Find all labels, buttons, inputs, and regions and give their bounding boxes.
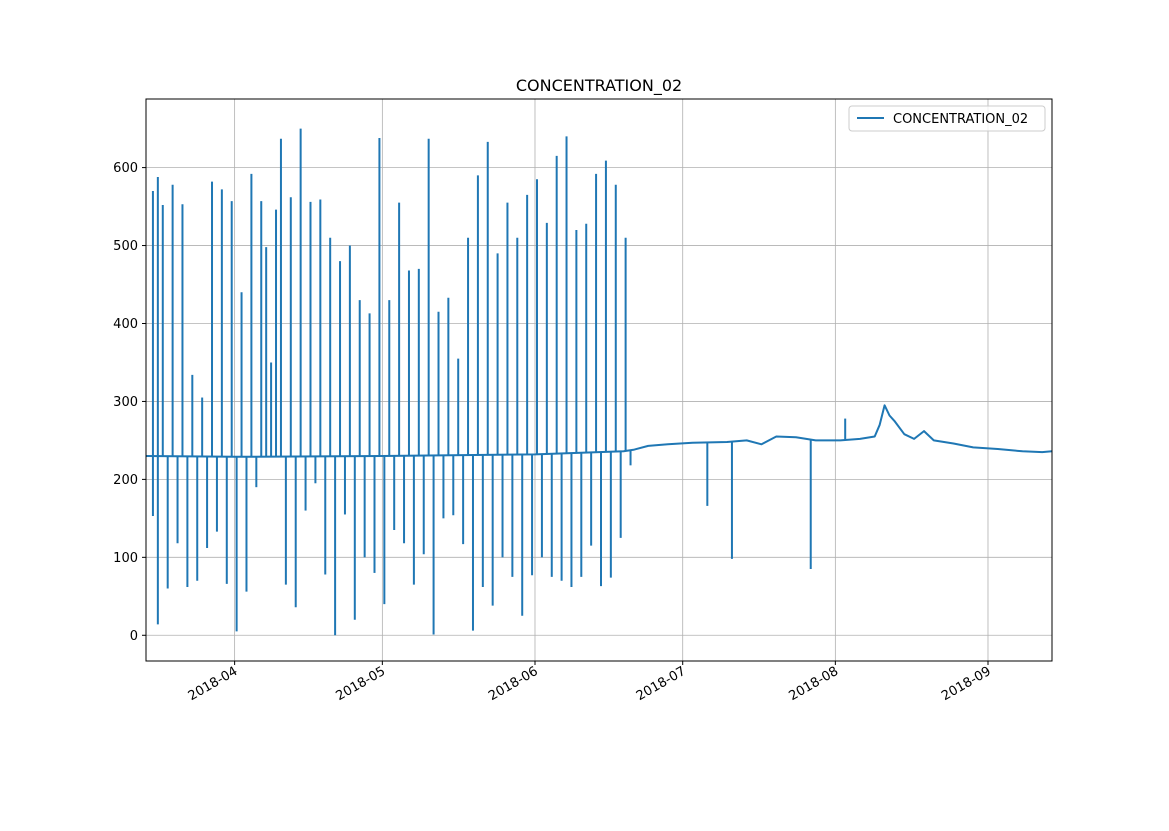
legend-box (848, 105, 1046, 132)
x-tick-label: 2018-07 (634, 664, 689, 704)
axes-layer: 0 100 200 300 400 500 600 2018-04 2018-05 2018-06… (113, 161, 994, 704)
y-tick-label: 600 (113, 161, 138, 176)
legend-label: CONCENTRATION_02 (893, 112, 1028, 127)
y-tick-label: 400 (113, 317, 138, 332)
grid-layer (146, 99, 1052, 661)
x-tick-label: 2018-09 (939, 664, 994, 704)
x-tick-label: 2018-05 (334, 664, 389, 704)
plot-frame (145, 98, 1053, 662)
y-tick-label: 0 (130, 629, 138, 644)
y-tick-label: 200 (113, 473, 138, 488)
y-tick-label: 500 (113, 239, 138, 254)
y-tick-label: 300 (113, 395, 138, 410)
legend: CONCENTRATION_02 (848, 105, 1046, 132)
series-layer (146, 128, 1052, 636)
series-baseline-line (146, 404, 1052, 458)
series-clip-group (146, 128, 1052, 636)
x-tick-label: 2018-04 (186, 664, 241, 704)
x-tick-label: 2018-06 (486, 664, 541, 704)
y-tick-label: 100 (113, 551, 138, 566)
x-tick-label: 2018-08 (787, 664, 842, 704)
chart-title: CONCENTRATION_02 (516, 76, 682, 96)
